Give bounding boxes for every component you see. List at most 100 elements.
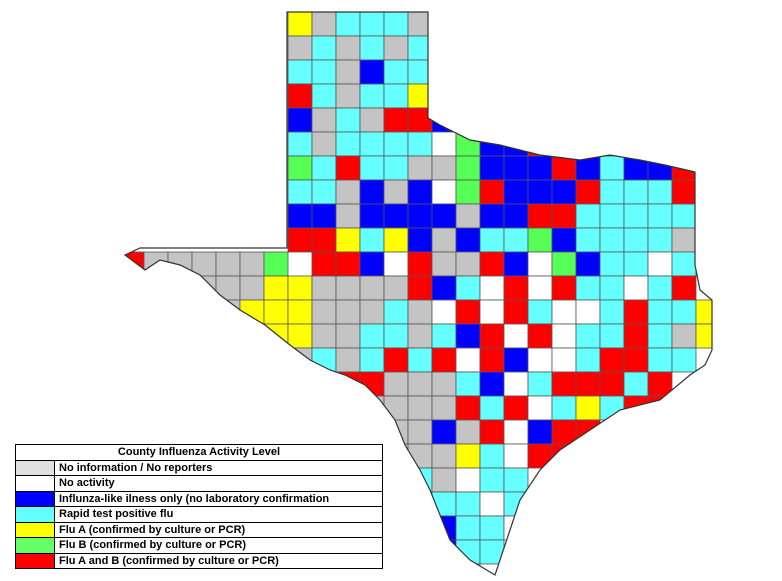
county <box>503 251 529 277</box>
county <box>431 395 457 421</box>
county <box>551 323 577 349</box>
county <box>125 251 145 277</box>
county <box>647 251 673 277</box>
county <box>359 12 385 37</box>
county <box>167 251 193 277</box>
county <box>455 467 481 493</box>
county <box>599 347 625 373</box>
county <box>479 515 505 541</box>
county <box>671 203 697 229</box>
county <box>383 227 409 253</box>
county <box>455 539 481 565</box>
county <box>407 467 433 493</box>
county <box>263 275 289 301</box>
county <box>455 563 481 575</box>
county <box>479 371 505 397</box>
county <box>335 275 361 301</box>
county <box>335 323 361 349</box>
county <box>239 323 265 349</box>
county <box>503 155 529 181</box>
county <box>623 323 649 349</box>
county <box>287 323 313 349</box>
county <box>383 251 409 277</box>
county <box>671 251 697 277</box>
county <box>431 155 457 181</box>
county <box>431 275 457 301</box>
county <box>695 203 712 229</box>
county <box>575 395 601 421</box>
county <box>503 203 529 229</box>
county <box>671 179 697 205</box>
county <box>263 251 289 277</box>
county <box>647 131 673 157</box>
county <box>335 347 361 373</box>
county <box>191 299 217 325</box>
county <box>335 35 361 61</box>
county <box>503 419 529 445</box>
county <box>431 371 457 397</box>
county <box>311 179 337 205</box>
county <box>407 395 433 421</box>
county <box>503 131 529 157</box>
county <box>359 203 385 229</box>
county <box>647 275 673 301</box>
county <box>503 347 529 373</box>
county <box>455 179 481 205</box>
county <box>647 203 673 229</box>
county <box>431 515 457 541</box>
county <box>479 323 505 349</box>
county <box>623 371 649 397</box>
county <box>551 155 577 181</box>
county <box>335 83 361 109</box>
county <box>647 323 673 349</box>
county <box>383 179 409 205</box>
county <box>455 443 481 469</box>
legend-item: Flu A (confirmed by culture or PCR) <box>15 521 383 538</box>
legend-label: Flu A and B (confirmed by culture or PCR… <box>54 552 383 569</box>
county <box>647 299 673 325</box>
county <box>311 35 337 61</box>
county <box>431 323 457 349</box>
county <box>311 275 337 301</box>
county <box>431 107 457 133</box>
county <box>599 227 625 253</box>
county <box>623 131 649 157</box>
county <box>527 251 553 277</box>
county <box>599 323 625 349</box>
county <box>335 155 361 181</box>
county <box>431 443 457 469</box>
county <box>527 347 553 373</box>
county <box>287 35 313 61</box>
county <box>359 155 385 181</box>
county <box>311 323 337 349</box>
county <box>431 251 457 277</box>
county <box>431 347 457 373</box>
county <box>479 275 505 301</box>
legend-swatch-no-activity <box>15 475 55 492</box>
county <box>527 323 553 349</box>
county <box>479 179 505 205</box>
county <box>431 131 457 157</box>
county <box>383 347 409 373</box>
county <box>575 323 601 349</box>
county <box>191 251 217 277</box>
county <box>287 131 313 157</box>
county <box>551 371 577 397</box>
county <box>359 227 385 253</box>
county <box>599 179 625 205</box>
county <box>215 323 241 349</box>
county <box>551 419 577 445</box>
county <box>383 12 409 37</box>
county <box>431 203 457 229</box>
county <box>479 443 505 469</box>
county <box>599 251 625 277</box>
county <box>359 59 385 85</box>
county <box>623 155 649 181</box>
county <box>455 395 481 421</box>
legend-swatch-rapid-test <box>15 506 55 523</box>
county <box>551 131 577 157</box>
county <box>311 155 337 181</box>
county <box>551 299 577 325</box>
county <box>311 299 337 325</box>
county <box>575 347 601 373</box>
